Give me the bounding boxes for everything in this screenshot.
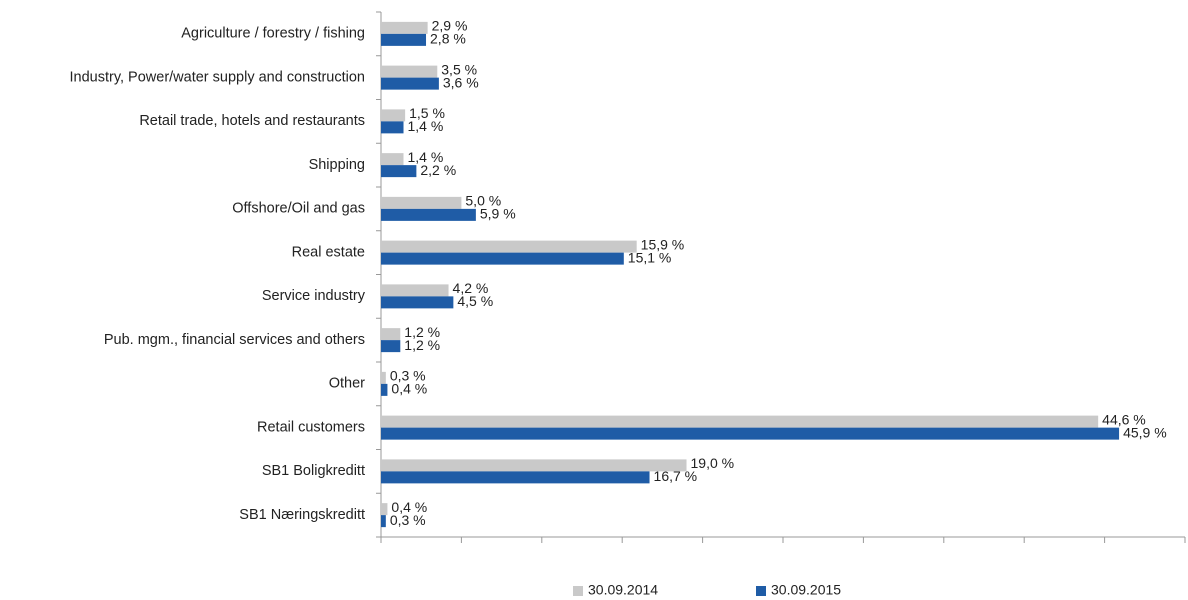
data-label: 0,3 %: [390, 368, 426, 384]
bar: [381, 296, 454, 309]
data-label: 3,5 %: [441, 61, 477, 77]
y-tick-label: Offshore/Oil and gas: [232, 201, 365, 217]
bar: [381, 153, 404, 166]
bar: [381, 77, 439, 90]
bar: [381, 515, 386, 528]
bar: [381, 328, 401, 341]
bar: [381, 383, 388, 396]
y-tick-label: Agriculture / forestry / fishing: [181, 26, 365, 42]
legend-label: 30.09.2014: [588, 582, 658, 598]
y-tick-label: Other: [329, 376, 365, 392]
data-label: 0,4 %: [391, 499, 427, 515]
bar: [381, 371, 386, 384]
bar: [381, 252, 624, 265]
bar: [381, 340, 401, 353]
bar: [381, 427, 1120, 440]
bar: [381, 471, 650, 484]
data-label: 15,9 %: [641, 236, 685, 252]
bar: [381, 459, 687, 472]
data-label: 16,7 %: [654, 468, 698, 484]
data-label: 0,4 %: [391, 381, 427, 397]
bar: [381, 165, 417, 178]
data-label: 1,4 %: [408, 118, 444, 134]
data-label: 1,2 %: [404, 337, 440, 353]
y-tick-label: SB1 Boligkreditt: [262, 463, 365, 479]
bar: [381, 121, 404, 134]
data-label: 1,5 %: [409, 105, 445, 121]
bar: [381, 240, 637, 253]
data-label: 45,9 %: [1123, 424, 1167, 440]
y-tick-label: SB1 Næringskreditt: [239, 507, 365, 523]
y-tick-label: Real estate: [292, 244, 365, 260]
legend-swatch: [756, 586, 766, 596]
y-tick-label: Shipping: [309, 157, 365, 173]
bar: [381, 33, 427, 46]
data-label: 3,6 %: [443, 74, 479, 90]
data-label: 1,2 %: [404, 324, 440, 340]
data-label: 2,2 %: [420, 162, 456, 178]
bar: [381, 415, 1099, 428]
data-label: 44,6 %: [1102, 411, 1146, 427]
data-label: 1,4 %: [408, 149, 444, 165]
legend-swatch: [573, 586, 583, 596]
bar: [381, 21, 428, 34]
y-tick-label: Service industry: [262, 288, 366, 304]
y-tick-label: Industry, Power/water supply and constru…: [69, 69, 365, 85]
bar: [381, 196, 462, 209]
data-label: 5,9 %: [480, 206, 516, 222]
data-label: 2,9 %: [432, 18, 468, 34]
data-label: 2,8 %: [430, 31, 466, 47]
data-label: 0,3 %: [390, 512, 426, 528]
data-label: 5,0 %: [465, 193, 501, 209]
bar: [381, 284, 449, 297]
y-tick-label: Pub. mgm., financial services and others: [104, 332, 365, 348]
bar: [381, 503, 388, 516]
data-label: 15,1 %: [628, 249, 672, 265]
bar: [381, 208, 476, 221]
y-tick-label: Retail trade, hotels and restaurants: [139, 113, 365, 129]
y-tick-label: Retail customers: [257, 419, 365, 435]
data-label: 19,0 %: [691, 455, 735, 471]
bar: [381, 65, 438, 78]
data-label: 4,5 %: [457, 293, 493, 309]
data-label: 4,2 %: [453, 280, 489, 296]
bar: [381, 109, 406, 122]
legend-label: 30.09.2015: [771, 582, 841, 598]
